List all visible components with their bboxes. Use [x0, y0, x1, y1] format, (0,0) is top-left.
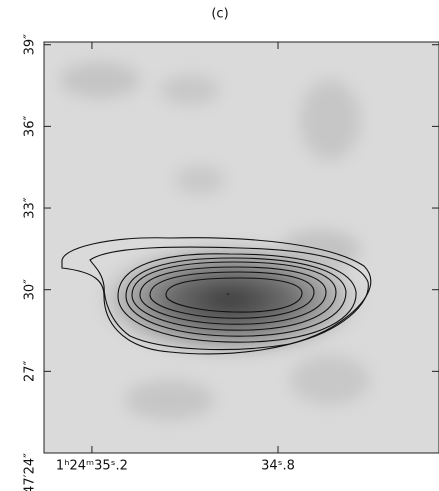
- contour: [149, 271, 315, 319]
- frame: [43, 41, 439, 454]
- x-tick-label: 34ˢ.8: [261, 459, 295, 474]
- contour: [117, 253, 357, 343]
- center-marker: [227, 293, 229, 295]
- y-tick-label: 33″: [23, 197, 38, 219]
- contour: [139, 266, 327, 325]
- contour: [131, 261, 337, 331]
- contour: [89, 246, 369, 351]
- y-tick-label: 30″: [23, 279, 38, 301]
- y-tick-label: 39″: [23, 34, 38, 56]
- contours: [61, 237, 372, 355]
- chart-title: (c): [211, 7, 228, 22]
- y-tick-label: 36″: [23, 116, 38, 138]
- y-tick-label: 3°47′24″: [23, 453, 38, 491]
- y-tick-label: 27″: [23, 361, 38, 383]
- contour: [61, 237, 372, 355]
- contour: [165, 277, 303, 313]
- x-tick-label: 1ʰ24ᵐ35ˢ.2: [56, 459, 128, 474]
- contour: [125, 257, 347, 337]
